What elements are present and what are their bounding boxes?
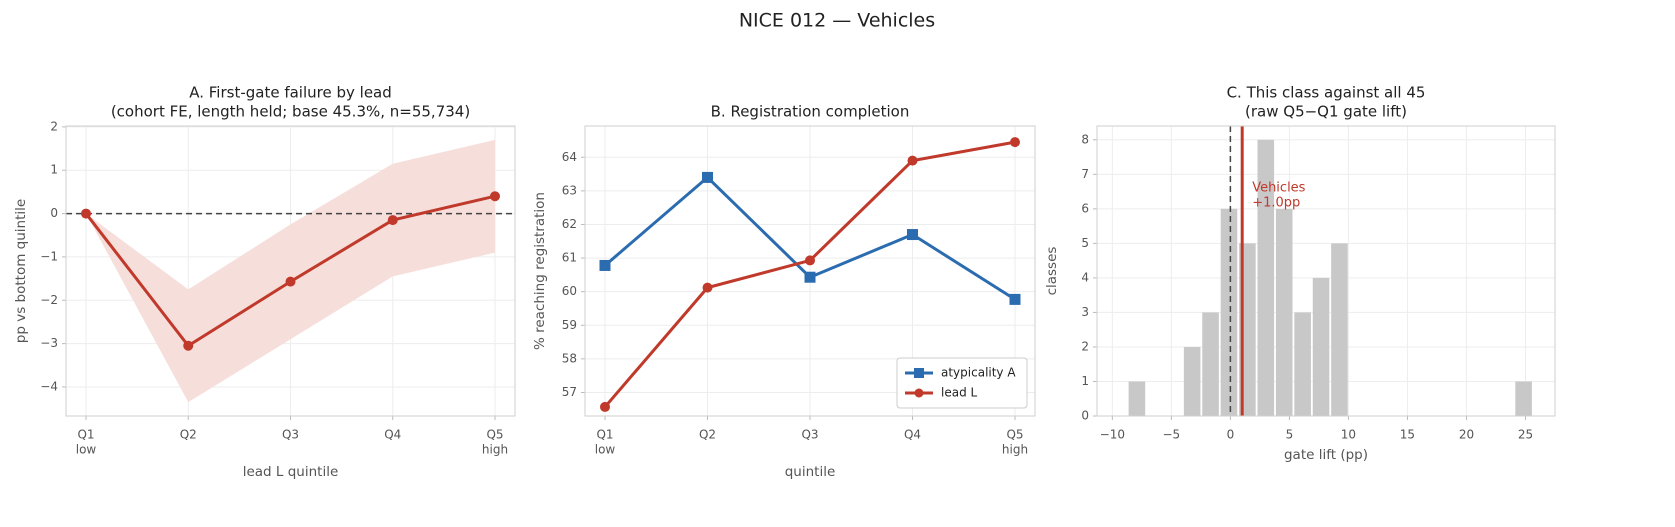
x-tick-label: 25: [1518, 428, 1533, 442]
marker: [805, 255, 815, 266]
y-tick-label: 2: [1081, 339, 1089, 353]
x-axis-label: gate lift (pp): [1284, 447, 1368, 463]
histogram-bar: [1257, 139, 1275, 417]
x-tick-label: 10: [1341, 428, 1356, 442]
x-tick-label: Q1: [77, 428, 94, 442]
y-tick-label: 4: [1081, 270, 1089, 284]
y-tick-label: 5: [1081, 236, 1089, 250]
marker: [907, 229, 918, 241]
chart-title: A. First-gate failure by lead: [189, 84, 392, 102]
marker: [907, 155, 918, 166]
figure-title: NICE 012 — Vehicles: [739, 10, 935, 32]
histogram-bar: [1515, 381, 1532, 416]
y-tick-label: 2: [50, 119, 58, 133]
legend-label: lead L: [941, 386, 978, 400]
y-tick-label: 63: [562, 183, 577, 197]
marker: [702, 282, 713, 293]
confidence-band: [86, 139, 495, 403]
x-tick-label: Q2: [699, 428, 716, 442]
chart-title: (cohort FE, length held; base 45.3%, n=5…: [111, 103, 470, 121]
y-tick-label: 61: [562, 251, 577, 265]
x-tick-label: −5: [1163, 428, 1181, 442]
x-tick-label: Q1: [596, 428, 613, 442]
histogram-bar: [1220, 208, 1238, 416]
marker: [183, 340, 194, 351]
x-tick-label: Q5: [486, 428, 503, 442]
y-tick-label: 3: [1081, 305, 1089, 319]
histogram-bar: [1331, 243, 1348, 416]
marker: [599, 259, 611, 271]
marker: [490, 191, 500, 202]
x-tick-label: Q4: [904, 428, 921, 442]
y-tick-label: 1: [1081, 374, 1089, 388]
marker: [804, 271, 816, 283]
x-tick-label: 0: [1227, 428, 1235, 442]
y-axis-label: classes: [1044, 247, 1060, 296]
legend-label: atypicality A: [941, 366, 1016, 380]
plot-frame: [584, 125, 1036, 417]
y-tick-label: −2: [40, 293, 58, 307]
y-axis-label: pp vs bottom quintile: [13, 199, 29, 343]
y-tick-label: 64: [562, 150, 577, 164]
legend-marker: [914, 368, 924, 378]
histogram-bar: [1183, 346, 1201, 416]
y-tick-label: 8: [1081, 132, 1089, 146]
histogram-bar: [1294, 312, 1311, 416]
y-tick-label: 60: [562, 284, 577, 298]
legend-box: [896, 357, 1028, 409]
marker: [81, 208, 91, 219]
x-tick-label: Q3: [801, 428, 818, 442]
chart-title: C. This class against all 45: [1227, 84, 1426, 102]
x-tick-label: Q2: [180, 428, 197, 442]
x-tick-label: −10: [1100, 428, 1125, 442]
y-tick-label: 59: [562, 318, 577, 332]
x-tick-label: Q5: [1006, 428, 1023, 442]
plot-frame: [1096, 125, 1556, 417]
x-tick-label: 15: [1400, 428, 1415, 442]
chart-title: B. Registration completion: [711, 103, 910, 121]
chart-title: (raw Q5−Q1 gate lift): [1245, 103, 1407, 121]
x-tick-label: 5: [1286, 428, 1294, 442]
marker: [1009, 293, 1021, 305]
marker: [600, 401, 610, 412]
y-tick-label: −4: [40, 379, 58, 393]
histogram-bar: [1128, 381, 1146, 416]
x-axis-label: quintile: [785, 464, 836, 480]
y-tick-label: −3: [40, 336, 58, 350]
x-tick-label: Q4: [384, 428, 401, 442]
y-axis-label: % reaching registration: [532, 192, 548, 350]
marker: [702, 171, 713, 183]
marker: [387, 215, 398, 226]
y-tick-label: 6: [1081, 201, 1089, 215]
marker: [285, 276, 296, 287]
x-tick-sublabel: low: [76, 443, 97, 457]
y-tick-label: −1: [40, 249, 58, 263]
y-tick-label: 0: [1081, 409, 1089, 423]
x-axis-label: lead L quintile: [243, 464, 339, 480]
y-tick-label: 1: [50, 163, 58, 177]
annotation: +1.0pp: [1252, 196, 1300, 211]
marker: [1010, 137, 1020, 148]
x-tick-label: 20: [1459, 428, 1474, 442]
x-tick-label: Q3: [282, 428, 299, 442]
legend-marker: [914, 388, 924, 398]
x-tick-sublabel: high: [1002, 443, 1028, 457]
histogram-bar: [1312, 277, 1330, 416]
annotation: Vehicles: [1252, 181, 1305, 196]
y-tick-label: 62: [562, 217, 577, 231]
y-tick-label: 58: [562, 351, 577, 365]
y-tick-label: 7: [1081, 167, 1089, 181]
x-tick-sublabel: low: [595, 443, 616, 457]
histogram-bar: [1275, 208, 1293, 416]
plot-frame: [65, 125, 516, 417]
histogram-bar: [1202, 312, 1219, 416]
x-tick-sublabel: high: [482, 443, 508, 457]
y-tick-label: 0: [50, 206, 58, 220]
y-tick-label: 57: [562, 385, 577, 399]
